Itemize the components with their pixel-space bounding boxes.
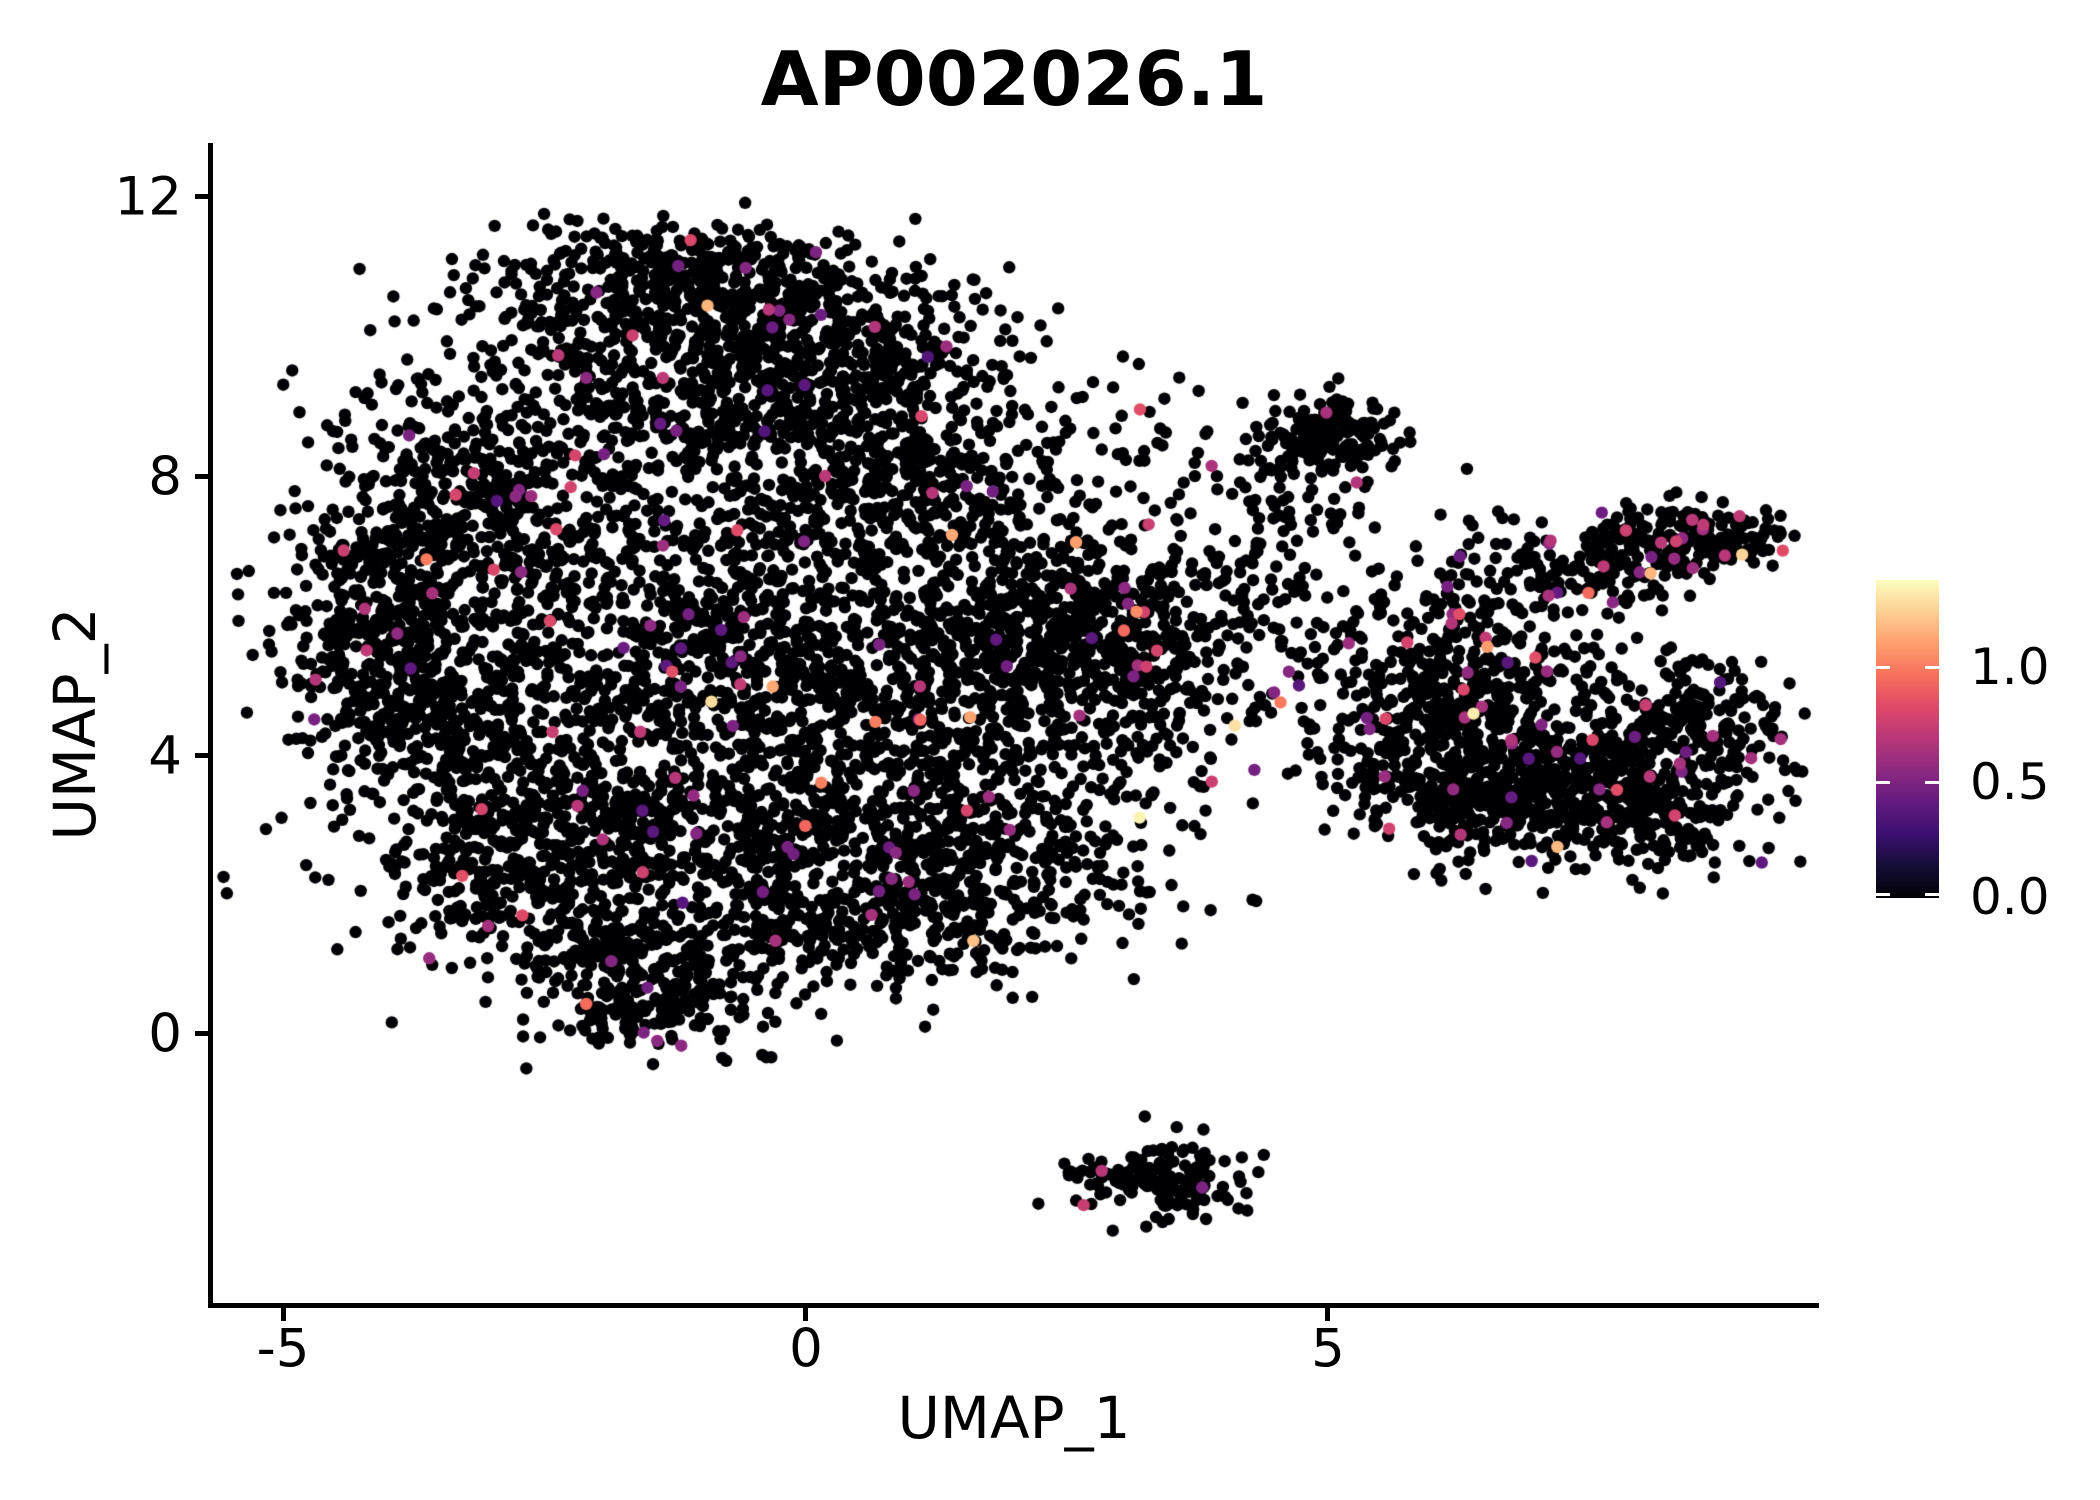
- y-tick-label: 8: [148, 446, 182, 508]
- colorbar-gradient: [1876, 580, 1939, 898]
- x-axis-label: UMAP_1: [897, 1384, 1131, 1452]
- x-tick-mark: [281, 1308, 286, 1321]
- y-axis-line: [208, 143, 213, 1308]
- x-tick-label: 0: [789, 1318, 823, 1380]
- colorbar-tick-label: 0.0: [1970, 868, 2050, 926]
- colorbar-tick-label: 1.0: [1970, 638, 2050, 696]
- y-tick-mark: [195, 474, 208, 479]
- colorbar-tick-mark: [1876, 781, 1890, 784]
- y-tick-label: 4: [148, 725, 182, 787]
- colorbar-tick-mark: [1925, 781, 1939, 784]
- colorbar-tick-label: 0.5: [1970, 753, 2050, 811]
- colorbar-tick-mark: [1925, 893, 1939, 896]
- x-tick-mark: [803, 1308, 808, 1321]
- x-tick-label: 5: [1311, 1318, 1345, 1380]
- plot-title: AP002026.1: [760, 35, 1268, 123]
- colorbar-tick-mark: [1876, 893, 1890, 896]
- y-tick-mark: [195, 1031, 208, 1036]
- x-tick-mark: [1325, 1308, 1330, 1321]
- x-axis-line: [210, 1303, 1819, 1308]
- y-tick-label: 12: [114, 166, 182, 228]
- colorbar-tick-mark: [1925, 666, 1939, 669]
- y-tick-label: 0: [148, 1003, 182, 1065]
- y-tick-mark: [195, 753, 208, 758]
- x-tick-label: -5: [256, 1318, 310, 1380]
- colorbar-tick-mark: [1876, 666, 1890, 669]
- y-axis-label: UMAP_2: [41, 607, 109, 841]
- y-tick-mark: [195, 194, 208, 199]
